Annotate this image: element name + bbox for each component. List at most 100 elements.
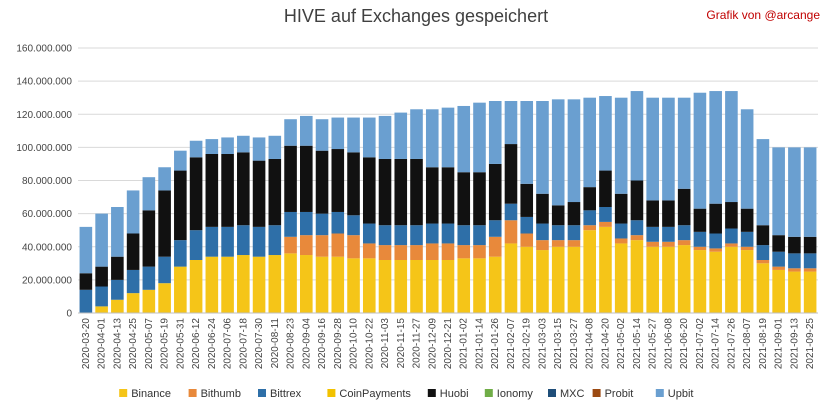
bar-segment (252, 226, 266, 257)
x-tick-label: 2021-01-26 (490, 318, 501, 370)
bar-segment (677, 245, 691, 313)
bar-segment (441, 243, 455, 260)
x-tick-label: 2020-12-09 (427, 318, 438, 370)
bar-segment (551, 240, 565, 247)
bar-segment (693, 208, 707, 232)
bar-segment (362, 223, 376, 244)
bar-segment (599, 170, 612, 207)
bar-segment (504, 203, 518, 221)
bar-segment (457, 258, 471, 313)
legend-swatch (592, 389, 601, 397)
bar-segment (425, 243, 439, 260)
bar-segment (772, 266, 785, 270)
bar-segment (425, 167, 439, 224)
bar-segment (158, 283, 171, 313)
bar-segment (599, 226, 612, 314)
bar-segment (536, 101, 549, 194)
x-tick-label: 2020-11-15 (396, 318, 407, 369)
bar-segment (725, 91, 738, 203)
legend-label: Upbit (668, 388, 694, 400)
bar-segment (315, 150, 329, 214)
bar-segment (300, 145, 313, 212)
bar-segment (394, 158, 408, 226)
x-tick-label: 2021-07-02 (695, 318, 706, 370)
bar-segment (126, 233, 140, 270)
x-tick-label: 2020-05-07 (144, 318, 155, 370)
x-tick-label: 2021-08-19 (758, 318, 769, 370)
x-tick-label: 2021-06-08 (663, 318, 674, 370)
bar-segment (646, 246, 659, 313)
bar-segment (788, 147, 801, 237)
bar-segment (772, 269, 785, 313)
bar-segment (126, 269, 140, 294)
bar-segment (599, 207, 612, 222)
y-tick-label: 120.000.000 (16, 110, 72, 121)
bar-segment (504, 220, 518, 244)
bar-segment (693, 92, 707, 209)
bar-segment (142, 289, 156, 313)
bar-segment (725, 246, 738, 313)
bar-segment (504, 144, 518, 204)
y-tick-label: 20.000.000 (22, 275, 72, 286)
x-tick-label: 2020-07-18 (238, 318, 249, 370)
bar-segment (662, 226, 675, 242)
bar-segment (315, 213, 329, 236)
x-tick-label: 2021-07-26 (726, 318, 737, 370)
bar-segment (315, 256, 329, 313)
bar-segment (677, 225, 691, 241)
bar-segment (95, 213, 108, 267)
bar-segment (221, 137, 234, 154)
bar-segment (551, 99, 565, 206)
x-tick-label: 2021-08-07 (742, 318, 753, 370)
x-tick-label: 2020-10-10 (349, 318, 360, 370)
x-tick-label: 2021-04-08 (585, 318, 596, 370)
bar-segment (347, 152, 360, 216)
bar-segment (725, 202, 738, 229)
bar-segment (457, 245, 471, 259)
bar-segment (158, 167, 171, 191)
bar-segment (520, 101, 534, 184)
bar-segment (331, 149, 345, 212)
bar-segment (473, 258, 486, 313)
chart-title: HIVE auf Exchanges gespeichert (283, 6, 549, 26)
y-tick-label: 100.000.000 (16, 143, 72, 154)
x-tick-label: 2020-09-16 (317, 318, 328, 370)
legend-swatch (327, 389, 336, 397)
bar-segment (756, 225, 770, 246)
x-tick-label: 2021-03-27 (569, 318, 580, 370)
bar-segment (362, 157, 376, 224)
bar-segment (756, 245, 770, 260)
x-tick-label: 2020-04-01 (97, 318, 108, 370)
x-tick-label: 2021-03-15 (553, 318, 564, 370)
bar-segment (488, 101, 502, 164)
bar-segment (551, 246, 565, 313)
x-tick-label: 2021-05-27 (648, 318, 659, 370)
bar-segment (221, 154, 234, 227)
bar-segment (425, 109, 439, 168)
bar-segment (362, 258, 376, 313)
x-tick-label: 2020-11-03 (380, 318, 391, 369)
bar-segment (347, 235, 360, 259)
bar-segment (79, 289, 93, 313)
bar-segment (457, 172, 471, 226)
bar-segment (567, 202, 581, 226)
bar-segment (284, 119, 297, 146)
x-tick-label: 2021-04-20 (600, 318, 611, 370)
bar-segment (221, 256, 234, 313)
bar-segment (300, 115, 313, 146)
bar-segment (693, 246, 707, 251)
bar-segment (394, 225, 408, 246)
bar-segment (536, 223, 549, 241)
bar-segment (268, 255, 282, 313)
y-tick-label: 60.000.000 (22, 209, 72, 220)
bar-segment (772, 147, 785, 236)
bar-segment (79, 273, 93, 290)
bar-segment (630, 240, 644, 314)
bar-segment (709, 91, 722, 204)
bar-segment (158, 256, 171, 284)
bar-segment (536, 240, 549, 251)
bar-segment (520, 216, 534, 234)
bar-segment (441, 223, 455, 244)
bar-segment (614, 193, 628, 224)
